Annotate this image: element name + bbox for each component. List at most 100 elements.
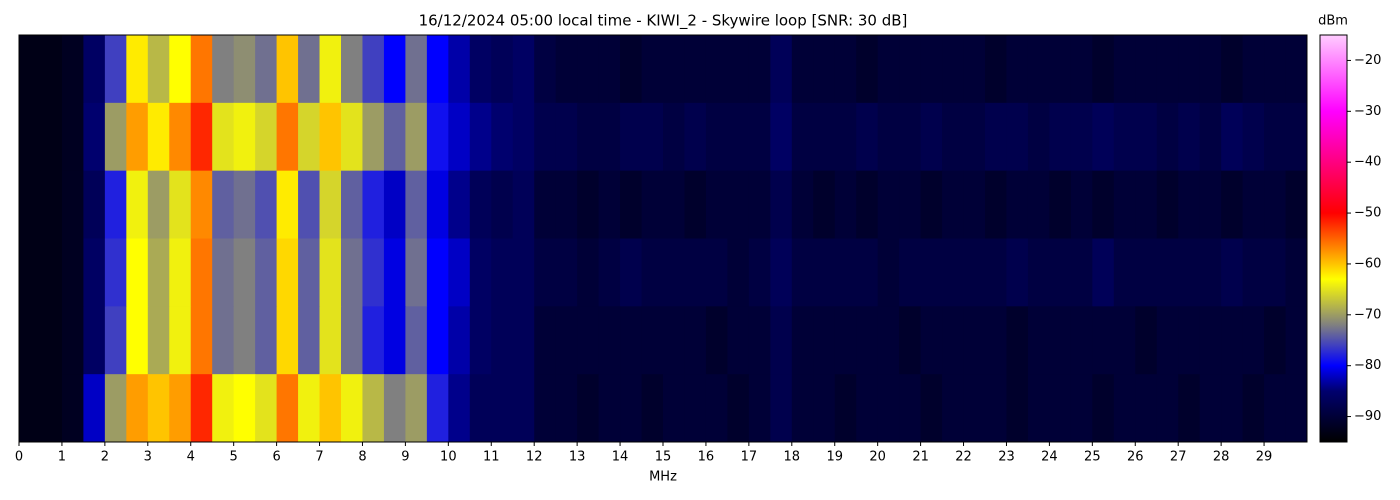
heatmap-cell <box>512 306 535 375</box>
heatmap-cell <box>1049 374 1072 443</box>
heatmap-cell <box>1156 238 1179 307</box>
heatmap-cell <box>1027 35 1050 104</box>
x-tick-label: 26 <box>1127 450 1144 465</box>
heatmap-cell <box>813 170 836 239</box>
heatmap-cell <box>341 35 363 104</box>
colorbar-tick-label: −60 <box>1354 256 1381 271</box>
heatmap-cell <box>147 35 170 104</box>
heatmap-cell <box>169 35 192 104</box>
heatmap-cell <box>1178 102 1201 172</box>
heatmap-cell <box>126 35 149 104</box>
heatmap-cell <box>985 170 1007 239</box>
heatmap-cell <box>985 35 1007 104</box>
heatmap-cell <box>1242 170 1265 239</box>
colorbar-label: dBm <box>1318 14 1348 29</box>
heatmap-cell <box>641 35 664 104</box>
x-tick-label: 29 <box>1256 450 1273 465</box>
heatmap-cell <box>963 238 986 307</box>
heatmap-cell <box>190 238 213 307</box>
heatmap-cell <box>534 35 557 104</box>
heatmap-cell <box>341 238 363 307</box>
x-tick-label: 13 <box>569 450 586 465</box>
heatmap-cell <box>40 374 63 443</box>
heatmap-cell <box>856 238 879 307</box>
heatmap-cell <box>1285 102 1308 172</box>
heatmap-cell <box>255 170 278 239</box>
heatmap-cell <box>641 374 664 443</box>
heatmap-cell <box>491 306 514 375</box>
heatmap-cell <box>1264 306 1287 375</box>
heatmap-cell <box>405 374 428 443</box>
heatmap-cell <box>1199 306 1222 375</box>
heatmap-cell <box>577 238 600 307</box>
heatmap-cell <box>1027 170 1050 239</box>
heatmap-cell <box>255 102 278 172</box>
heatmap-cell <box>83 170 106 239</box>
heatmap-cell <box>555 306 578 375</box>
heatmap-cell <box>319 170 342 239</box>
heatmap-cell <box>1242 374 1265 443</box>
x-tick-label: 25 <box>1084 450 1101 465</box>
heatmap-cell <box>233 374 256 443</box>
heatmap-cell <box>791 35 814 104</box>
heatmap-cell <box>1027 102 1050 172</box>
heatmap-cell <box>1221 35 1244 104</box>
heatmap-cell <box>684 170 707 239</box>
heatmap-cell <box>212 238 235 307</box>
x-tick-label: 12 <box>526 450 543 465</box>
heatmap-cell <box>405 306 428 375</box>
heatmap-cell <box>341 102 363 172</box>
heatmap-cell <box>190 170 213 239</box>
heatmap-cell <box>791 170 814 239</box>
heatmap-cell <box>534 306 557 375</box>
heatmap-cell <box>555 238 578 307</box>
heatmap-cell <box>448 170 471 239</box>
heatmap-cell <box>920 102 943 172</box>
heatmap-cell <box>212 170 235 239</box>
heatmap-cell <box>1156 306 1179 375</box>
heatmap-cell <box>1135 170 1158 239</box>
heatmap-cell <box>1070 170 1093 239</box>
heatmap-cell <box>663 306 685 375</box>
heatmap-cell <box>40 170 63 239</box>
heatmap-cell <box>663 102 685 172</box>
heatmap-cell <box>104 238 127 307</box>
heatmap-cell <box>298 170 321 239</box>
heatmap-cell <box>426 238 449 307</box>
heatmap-cell <box>298 102 321 172</box>
heatmap-cell <box>298 374 321 443</box>
heatmap-cell <box>319 102 342 172</box>
heatmap-cell <box>491 374 514 443</box>
heatmap-cell <box>1070 238 1093 307</box>
heatmap-cell <box>770 102 793 172</box>
heatmap-cell <box>899 306 922 375</box>
heatmap-cell <box>985 238 1007 307</box>
heatmap-cell <box>469 102 492 172</box>
x-axis-label: MHz <box>649 470 677 485</box>
x-tick-label: 21 <box>912 450 929 465</box>
heatmap-cell <box>834 35 857 104</box>
heatmap-cell <box>748 238 771 307</box>
heatmap-cell <box>555 374 578 443</box>
heatmap-cell <box>319 35 342 104</box>
x-tick-label: 19 <box>826 450 843 465</box>
heatmap-cell <box>705 238 728 307</box>
heatmap-cell <box>770 170 793 239</box>
heatmap-cell <box>620 35 643 104</box>
heatmap-cell <box>233 238 256 307</box>
heatmap-cell <box>1178 306 1201 375</box>
heatmap-cell <box>770 238 793 307</box>
heatmap-cell <box>19 102 41 172</box>
heatmap-cell <box>813 102 836 172</box>
heatmap-cell <box>212 102 235 172</box>
heatmap-cell <box>405 170 428 239</box>
heatmap-cell <box>469 170 492 239</box>
heatmap-cell <box>985 306 1007 375</box>
heatmap-cell <box>83 374 106 443</box>
heatmap-cell <box>727 170 750 239</box>
heatmap-cell <box>383 35 406 104</box>
heatmap-cell <box>383 306 406 375</box>
heatmap-cell <box>147 102 170 172</box>
heatmap-cell <box>620 170 643 239</box>
heatmap-cell <box>147 238 170 307</box>
